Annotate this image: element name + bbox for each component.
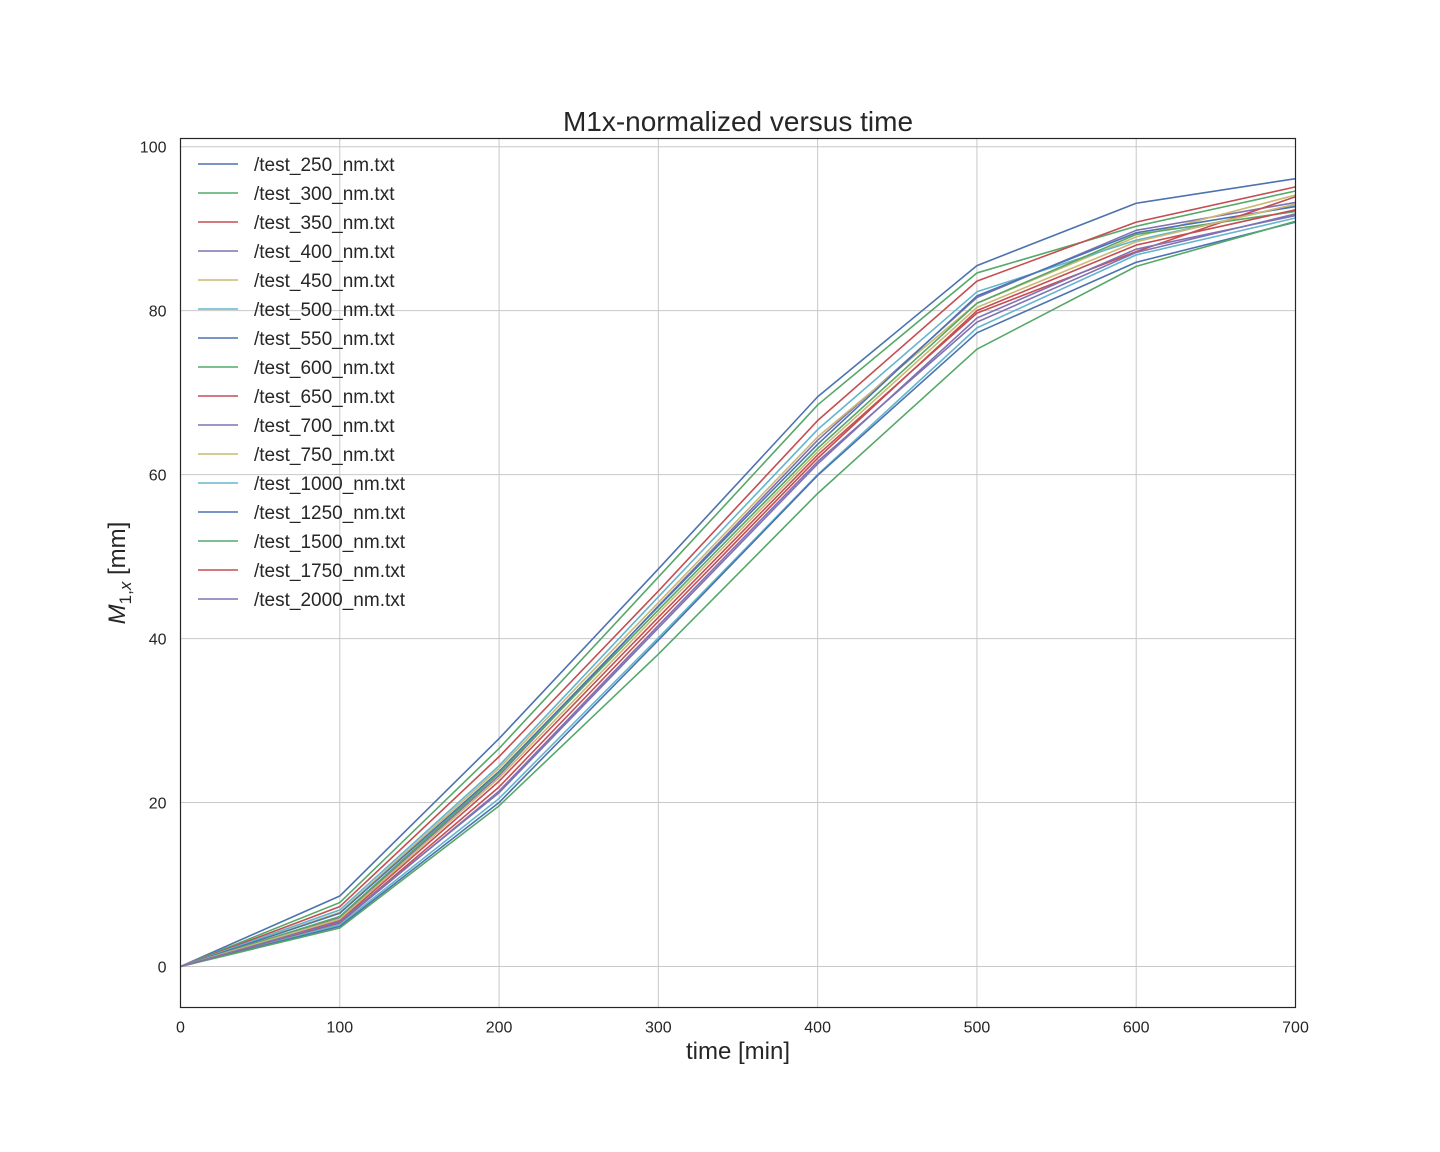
x-tick-label: 0 xyxy=(176,1020,185,1037)
x-axis-ticks: 0 100 200 300 400 500 600 700 xyxy=(176,1020,1309,1037)
x-tick-label: 700 xyxy=(1282,1020,1309,1037)
y-tick-label: 80 xyxy=(149,304,167,321)
legend-item: /test_750_nm.txt xyxy=(198,445,395,466)
series-line xyxy=(180,213,1296,968)
series-line xyxy=(180,177,1296,968)
series-line xyxy=(180,221,1296,968)
legend-label: /test_1000_nm.txt xyxy=(254,474,406,495)
legend-label: /test_1500_nm.txt xyxy=(254,532,406,553)
y-axis-label: M1,x [mm] xyxy=(104,522,135,625)
legend-label: /test_300_nm.txt xyxy=(254,184,395,205)
series-line xyxy=(180,205,1296,968)
legend-item: /test_300_nm.txt xyxy=(198,184,395,205)
x-axis-label: time [min] xyxy=(686,1038,790,1065)
y-axis-label-subscript-var: x xyxy=(116,581,135,591)
legend-item: /test_600_nm.txt xyxy=(198,358,395,379)
plot-frame xyxy=(179,137,1297,1009)
legend-label: /test_600_nm.txt xyxy=(254,358,395,379)
legend-label: /test_450_nm.txt xyxy=(254,271,395,292)
y-tick-label: 20 xyxy=(149,796,167,813)
y-axis-label-subscript: 1, xyxy=(116,590,135,604)
legend-label: /test_500_nm.txt xyxy=(254,300,395,321)
legend-item: /test_450_nm.txt xyxy=(198,271,395,292)
series-line xyxy=(180,214,1296,968)
x-tick-label: 400 xyxy=(804,1020,831,1037)
x-tick-label: 300 xyxy=(645,1020,672,1037)
x-tick-label: 100 xyxy=(326,1020,353,1037)
chart-title: M1x-normalized versus time xyxy=(563,106,913,137)
y-tick-label: 40 xyxy=(149,632,167,649)
legend-label: /test_550_nm.txt xyxy=(254,329,395,350)
legend-label: /test_650_nm.txt xyxy=(254,387,395,408)
y-axis-label-unit: [mm] xyxy=(104,522,131,582)
legend-label: /test_1250_nm.txt xyxy=(254,503,406,524)
y-tick-label: 60 xyxy=(149,468,167,485)
series-line xyxy=(180,190,1296,968)
legend-item: /test_1750_nm.txt xyxy=(198,561,406,582)
legend-item: /test_250_nm.txt xyxy=(198,155,395,176)
legend-label: /test_350_nm.txt xyxy=(254,213,395,234)
series-line xyxy=(180,220,1296,968)
legend-item: /test_1500_nm.txt xyxy=(198,532,406,553)
legend-item: /test_1250_nm.txt xyxy=(198,503,406,524)
legend-item: /test_650_nm.txt xyxy=(198,387,395,408)
legend-label: /test_700_nm.txt xyxy=(254,416,395,437)
x-tick-label: 500 xyxy=(964,1020,991,1037)
legend-label: /test_1750_nm.txt xyxy=(254,561,406,582)
y-axis-label-symbol: M xyxy=(104,604,131,624)
legend-item: /test_400_nm.txt xyxy=(198,242,395,263)
legend-label: /test_400_nm.txt xyxy=(254,242,395,263)
series-line xyxy=(180,186,1296,968)
legend: /test_250_nm.txt/test_300_nm.txt/test_35… xyxy=(198,155,406,611)
y-tick-label: 0 xyxy=(158,960,167,977)
series-line xyxy=(180,195,1296,968)
series-line xyxy=(180,201,1296,968)
x-tick-label: 200 xyxy=(486,1020,513,1037)
legend-label: /test_250_nm.txt xyxy=(254,155,395,176)
legend-item: /test_2000_nm.txt xyxy=(198,590,406,611)
y-axis-ticks: 0 20 40 60 80 100 xyxy=(140,140,167,977)
legend-item: /test_350_nm.txt xyxy=(198,213,395,234)
series-line xyxy=(180,203,1296,968)
series-lines xyxy=(180,177,1296,968)
series-line xyxy=(180,210,1296,968)
legend-item: /test_700_nm.txt xyxy=(198,416,395,437)
series-line xyxy=(180,204,1296,968)
y-tick-label: 100 xyxy=(140,140,167,157)
x-tick-label: 600 xyxy=(1123,1020,1150,1037)
legend-label: /test_2000_nm.txt xyxy=(254,590,406,611)
legend-item: /test_550_nm.txt xyxy=(198,329,395,350)
legend-item: /test_500_nm.txt xyxy=(198,300,395,321)
legend-item: /test_1000_nm.txt xyxy=(198,474,406,495)
series-line xyxy=(180,217,1296,968)
legend-label: /test_750_nm.txt xyxy=(254,445,395,466)
